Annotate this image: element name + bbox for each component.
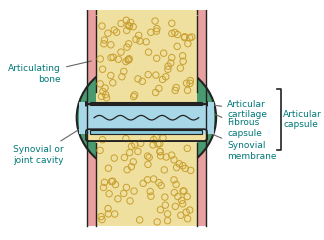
Bar (87, 10, 96, 226)
Bar (197, 10, 206, 226)
Text: Articular
cartilage: Articular cartilage (202, 100, 267, 119)
FancyBboxPatch shape (86, 129, 207, 141)
Text: Synovial
membrane: Synovial membrane (205, 131, 277, 161)
Bar (96, 134, 197, 226)
Text: Articular
capsule: Articular capsule (283, 110, 322, 129)
Text: Synovial or
joint cavity: Synovial or joint cavity (13, 119, 96, 165)
Bar (90, 102, 202, 105)
Bar (90, 130, 202, 134)
Bar (96, 10, 197, 102)
Text: Articulating
bone: Articulating bone (8, 61, 91, 84)
Ellipse shape (77, 59, 216, 176)
Bar (78, 102, 214, 134)
Text: Fibrous
capsule: Fibrous capsule (215, 114, 262, 138)
FancyBboxPatch shape (86, 102, 207, 106)
